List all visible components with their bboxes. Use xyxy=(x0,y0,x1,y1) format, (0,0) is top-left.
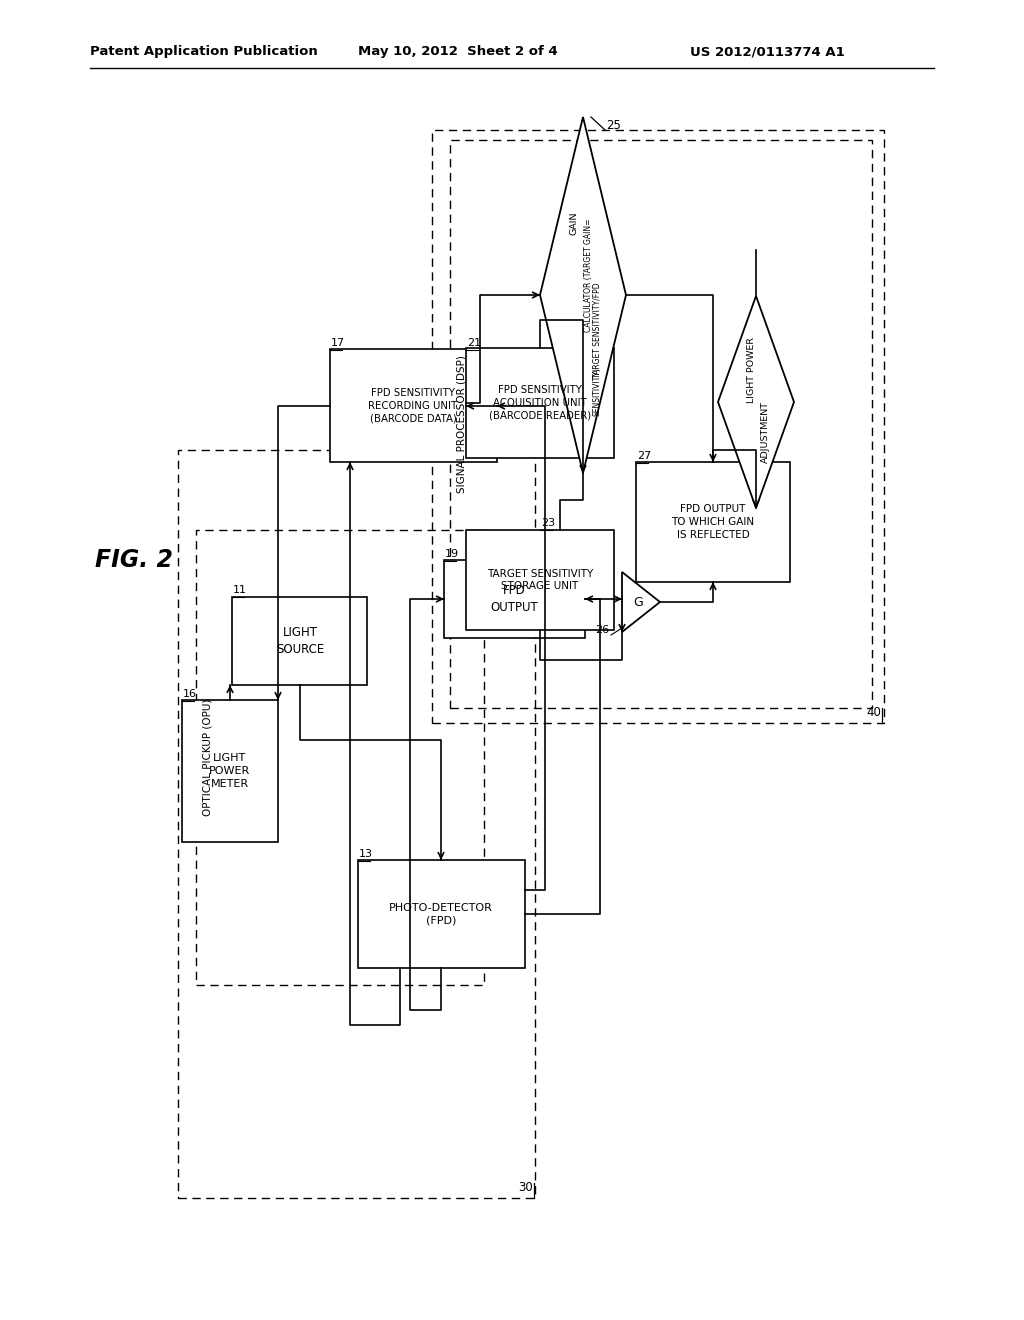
Text: FPD OUTPUT
TO WHICH GAIN
IS REFLECTED: FPD OUTPUT TO WHICH GAIN IS REFLECTED xyxy=(672,504,755,540)
Bar xyxy=(196,531,484,985)
Bar xyxy=(358,861,525,968)
Text: US 2012/0113774 A1: US 2012/0113774 A1 xyxy=(690,45,845,58)
Text: TARGET SENSITIVITY
STORAGE UNIT: TARGET SENSITIVITY STORAGE UNIT xyxy=(486,569,593,591)
Text: GAIN: GAIN xyxy=(569,211,579,235)
Bar xyxy=(450,140,872,708)
Text: 25: 25 xyxy=(606,119,621,132)
Text: FPD SENSITIVITY
RECORDING UNIT
(BARCODE DATA): FPD SENSITIVITY RECORDING UNIT (BARCODE … xyxy=(369,388,458,424)
Bar xyxy=(636,462,790,582)
Bar xyxy=(182,700,278,842)
Text: FPD
OUTPUT: FPD OUTPUT xyxy=(490,585,538,614)
Bar xyxy=(444,560,585,638)
Bar xyxy=(232,597,367,685)
Text: 17: 17 xyxy=(331,338,345,348)
Text: SENSITIVITY): SENSITIVITY) xyxy=(593,367,601,416)
Text: 30: 30 xyxy=(518,1181,534,1195)
Text: G: G xyxy=(633,595,643,609)
Text: 19: 19 xyxy=(445,549,459,558)
Text: LIGHT POWER: LIGHT POWER xyxy=(746,337,756,403)
Text: 23: 23 xyxy=(541,517,555,528)
Text: TARGET SENSITIVITY/FPD: TARGET SENSITIVITY/FPD xyxy=(593,282,601,378)
Polygon shape xyxy=(622,572,660,632)
Text: ADJUSTMENT: ADJUSTMENT xyxy=(761,401,769,463)
Bar xyxy=(466,348,614,458)
Bar xyxy=(432,129,884,723)
Text: SIGNAL PROCESSOR (DSP): SIGNAL PROCESSOR (DSP) xyxy=(457,355,467,492)
Text: FPD SENSITIVITY
ACQUISITION UNIT
(BARCODE READER): FPD SENSITIVITY ACQUISITION UNIT (BARCOD… xyxy=(488,385,591,421)
Text: 16: 16 xyxy=(183,689,197,700)
Polygon shape xyxy=(718,296,794,508)
Text: CALCULATOR (TARGET GAIN=: CALCULATOR (TARGET GAIN= xyxy=(584,218,593,331)
Bar xyxy=(466,531,614,630)
Text: 21: 21 xyxy=(467,338,481,348)
Polygon shape xyxy=(540,117,626,473)
Text: OPTICAL PICKUP (OPU): OPTICAL PICKUP (OPU) xyxy=(203,698,213,816)
Text: LIGHT
POWER
METER: LIGHT POWER METER xyxy=(209,754,251,789)
Text: FIG. 2: FIG. 2 xyxy=(95,548,173,572)
Text: PHOTO-DETECTOR
(FPD): PHOTO-DETECTOR (FPD) xyxy=(389,903,493,925)
Bar xyxy=(330,348,497,462)
Text: Patent Application Publication: Patent Application Publication xyxy=(90,45,317,58)
Text: 11: 11 xyxy=(233,585,247,595)
Bar xyxy=(178,450,535,1199)
Text: 27: 27 xyxy=(637,451,651,461)
Text: LIGHT
SOURCE: LIGHT SOURCE xyxy=(275,626,325,656)
Text: May 10, 2012  Sheet 2 of 4: May 10, 2012 Sheet 2 of 4 xyxy=(358,45,558,58)
Text: 13: 13 xyxy=(359,849,373,859)
Text: 26: 26 xyxy=(595,624,609,635)
Text: 40: 40 xyxy=(866,706,881,719)
